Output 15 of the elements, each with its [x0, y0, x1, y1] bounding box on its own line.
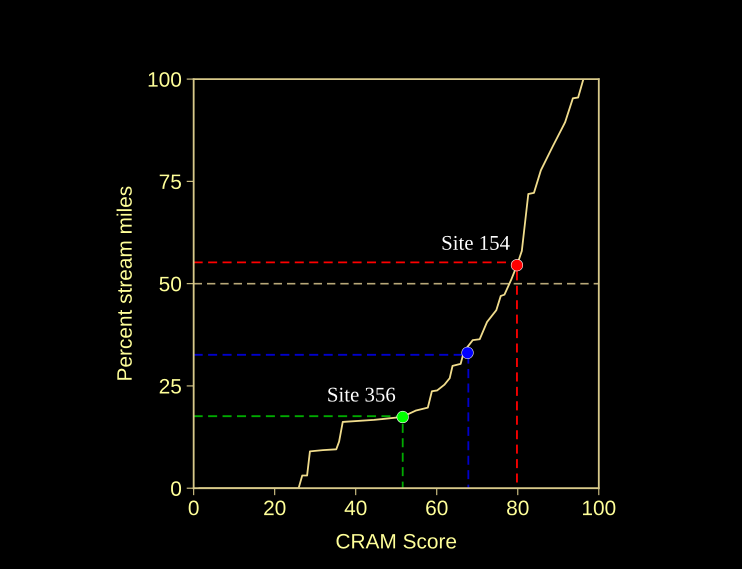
y-tick-label: 75	[160, 174, 181, 190]
x-tick-label: 100	[583, 500, 616, 516]
y-tick-label: 50	[160, 276, 182, 292]
x-tick-label: 60	[426, 500, 448, 516]
annotation: Site 154	[442, 236, 510, 250]
x-tick-label: 40	[344, 500, 366, 516]
x-tick-label: 0	[188, 500, 199, 516]
x-tick-label: 80	[507, 500, 529, 516]
x-tick-label: 20	[264, 500, 286, 516]
y-tick-label: 100	[148, 72, 182, 87]
y-tick-label: 0	[171, 481, 182, 496]
annotation: Site 356	[328, 388, 396, 402]
y-tick-label: 25	[160, 378, 181, 394]
y-axis-title: Percent stream miles	[116, 186, 132, 380]
x-axis-title: CRAM Score	[336, 534, 456, 549]
